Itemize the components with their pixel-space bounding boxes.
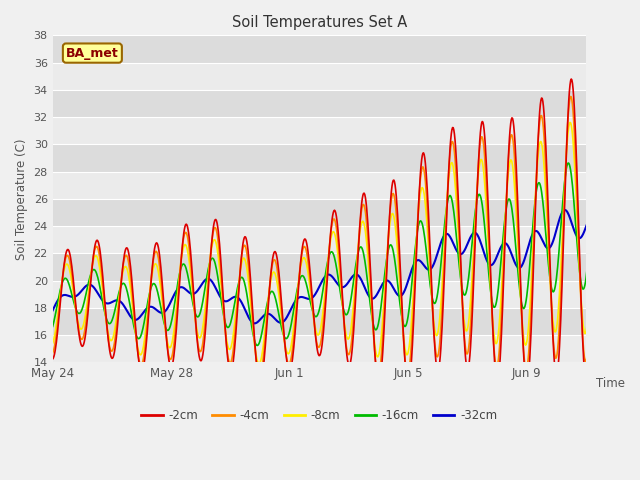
Text: Time: Time — [596, 377, 625, 390]
-2cm — [568, 76, 575, 82]
-16cm — [564, 160, 572, 166]
Bar — [52, 226, 586, 253]
Bar — [52, 62, 586, 90]
-2cm — [612, 399, 620, 405]
-32cm — [49, 308, 56, 313]
Line: -16cm: -16cm — [52, 163, 616, 346]
-4cm — [611, 380, 619, 386]
-4cm — [169, 351, 177, 357]
-8cm — [383, 262, 390, 268]
-2cm — [311, 325, 319, 331]
Bar — [52, 117, 586, 144]
Y-axis label: Soil Temperature (C): Soil Temperature (C) — [15, 138, 28, 260]
-16cm — [612, 295, 620, 300]
-4cm — [404, 371, 412, 376]
-4cm — [382, 278, 390, 284]
-16cm — [312, 313, 319, 319]
-4cm — [567, 94, 575, 99]
Legend: -2cm, -4cm, -8cm, -16cm, -32cm: -2cm, -4cm, -8cm, -16cm, -32cm — [137, 404, 502, 427]
-8cm — [612, 349, 620, 355]
-32cm — [312, 291, 319, 297]
-32cm — [251, 321, 259, 326]
-32cm — [612, 244, 620, 250]
-8cm — [246, 291, 253, 297]
-32cm — [383, 277, 390, 283]
-8cm — [312, 325, 319, 331]
Line: -2cm: -2cm — [52, 79, 616, 402]
-8cm — [255, 361, 263, 367]
-16cm — [519, 305, 527, 311]
-4cm — [246, 279, 253, 285]
-2cm — [49, 356, 56, 362]
-16cm — [253, 343, 261, 348]
Title: Soil Temperatures Set A: Soil Temperatures Set A — [232, 15, 407, 30]
-2cm — [518, 327, 526, 333]
-2cm — [382, 289, 390, 295]
-8cm — [49, 340, 56, 346]
-8cm — [566, 120, 574, 125]
-4cm — [518, 329, 526, 335]
-32cm — [246, 317, 253, 323]
-32cm — [561, 207, 569, 213]
-8cm — [404, 350, 412, 356]
Bar — [52, 172, 586, 199]
-32cm — [169, 295, 177, 301]
Line: -32cm: -32cm — [52, 210, 616, 324]
-4cm — [49, 350, 56, 356]
-16cm — [169, 313, 177, 319]
-2cm — [404, 382, 412, 387]
-2cm — [169, 361, 177, 367]
Text: BA_met: BA_met — [66, 47, 119, 60]
-32cm — [519, 261, 527, 266]
-4cm — [311, 326, 319, 332]
-8cm — [519, 328, 527, 334]
-4cm — [612, 380, 620, 385]
-2cm — [246, 267, 253, 273]
-16cm — [404, 313, 412, 319]
Line: -4cm: -4cm — [52, 96, 616, 383]
-32cm — [404, 278, 412, 284]
Bar — [52, 281, 586, 308]
-16cm — [383, 258, 390, 264]
Line: -8cm: -8cm — [52, 122, 616, 364]
Bar — [52, 335, 586, 362]
-8cm — [169, 337, 177, 343]
-16cm — [49, 324, 56, 329]
-16cm — [246, 311, 253, 317]
